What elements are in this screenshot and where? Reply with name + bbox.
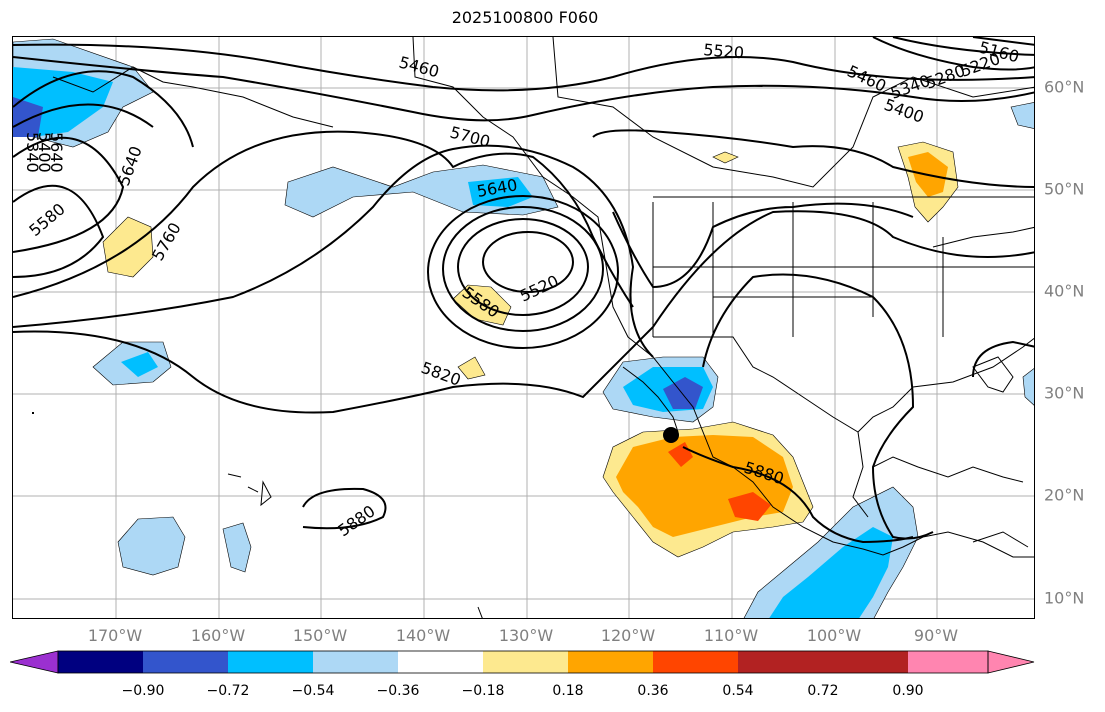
colorbar-tick: −0.18 bbox=[461, 683, 505, 699]
contour-label: 5580 bbox=[25, 199, 68, 240]
contour-label: 5340 bbox=[23, 132, 42, 173]
colorbar-segment bbox=[228, 651, 313, 673]
colorbar-tick: −0.72 bbox=[206, 683, 250, 699]
colorbar-extend-high bbox=[987, 650, 1035, 674]
lat-label: 50°N bbox=[1044, 179, 1085, 199]
lon-label: 160°W bbox=[190, 626, 246, 645]
anomaly-shading bbox=[13, 38, 1034, 618]
lon-label: 110°W bbox=[703, 626, 759, 645]
colorbar-tick: 0.36 bbox=[637, 683, 669, 699]
contour-label: 5640 bbox=[47, 132, 66, 173]
colorbar-tick: −0.54 bbox=[291, 683, 335, 699]
colorbar-segment bbox=[653, 651, 738, 673]
colorbar-segment bbox=[58, 651, 143, 673]
contour-labels: 5460 5520 5160 5220 5280 5340 5400 5460 … bbox=[23, 38, 1021, 541]
contour-label: 5820 bbox=[419, 358, 464, 390]
contour-label: 5520 bbox=[517, 271, 562, 305]
contour-label: 5400 bbox=[882, 95, 927, 127]
colorbar-segment bbox=[908, 651, 988, 673]
contour-label: 5760 bbox=[148, 219, 185, 264]
lat-label: 20°N bbox=[1044, 485, 1085, 505]
colorbar-tick: 0.72 bbox=[807, 683, 839, 699]
lon-label: 120°W bbox=[600, 626, 656, 645]
lon-label: 90°W bbox=[913, 626, 959, 645]
location-marker bbox=[663, 427, 679, 443]
colorbar-tick: 0.54 bbox=[722, 683, 754, 699]
contour-label: 5520 bbox=[703, 40, 745, 62]
map-panel: 5460 5520 5160 5220 5280 5340 5400 5460 … bbox=[12, 36, 1035, 619]
colorbar-segment bbox=[398, 651, 483, 673]
lon-label: 150°W bbox=[292, 626, 348, 645]
lon-label: 100°W bbox=[806, 626, 862, 645]
lat-label: 60°N bbox=[1044, 77, 1085, 97]
colorbar-segment bbox=[738, 651, 823, 673]
colorbar-extend-low bbox=[10, 650, 59, 674]
lon-label: 130°W bbox=[498, 626, 554, 645]
coastlines bbox=[52, 37, 1034, 618]
lon-label: 170°W bbox=[87, 626, 143, 645]
colorbar-segment bbox=[143, 651, 228, 673]
lat-label: 10°N bbox=[1044, 588, 1085, 608]
lon-label: 140°W bbox=[395, 626, 451, 645]
map-title: 2025100800 F060 bbox=[451, 8, 599, 27]
height-contours bbox=[13, 37, 1034, 544]
lat-label: 30°N bbox=[1044, 383, 1085, 403]
colorbar-segment bbox=[483, 651, 568, 673]
contour-label: 5460 bbox=[397, 53, 441, 82]
colorbar bbox=[10, 650, 1035, 674]
colorbar-tick: −0.36 bbox=[376, 683, 420, 699]
colorbar-tick: −0.90 bbox=[121, 683, 165, 699]
map-canvas: 5460 5520 5160 5220 5280 5340 5400 5460 … bbox=[13, 37, 1034, 618]
colorbar-segment bbox=[568, 651, 653, 673]
lat-label: 40°N bbox=[1044, 281, 1085, 301]
graticule bbox=[13, 37, 1034, 618]
colorbar-segment bbox=[313, 651, 398, 673]
contour-label: 5400 bbox=[35, 132, 54, 173]
colorbar-segment bbox=[823, 651, 908, 673]
contour-label: 5880 bbox=[334, 501, 378, 540]
colorbar-tick: 0.18 bbox=[552, 683, 584, 699]
contour-label: 5640 bbox=[114, 144, 146, 189]
colorbar-tick: 0.90 bbox=[892, 683, 924, 699]
